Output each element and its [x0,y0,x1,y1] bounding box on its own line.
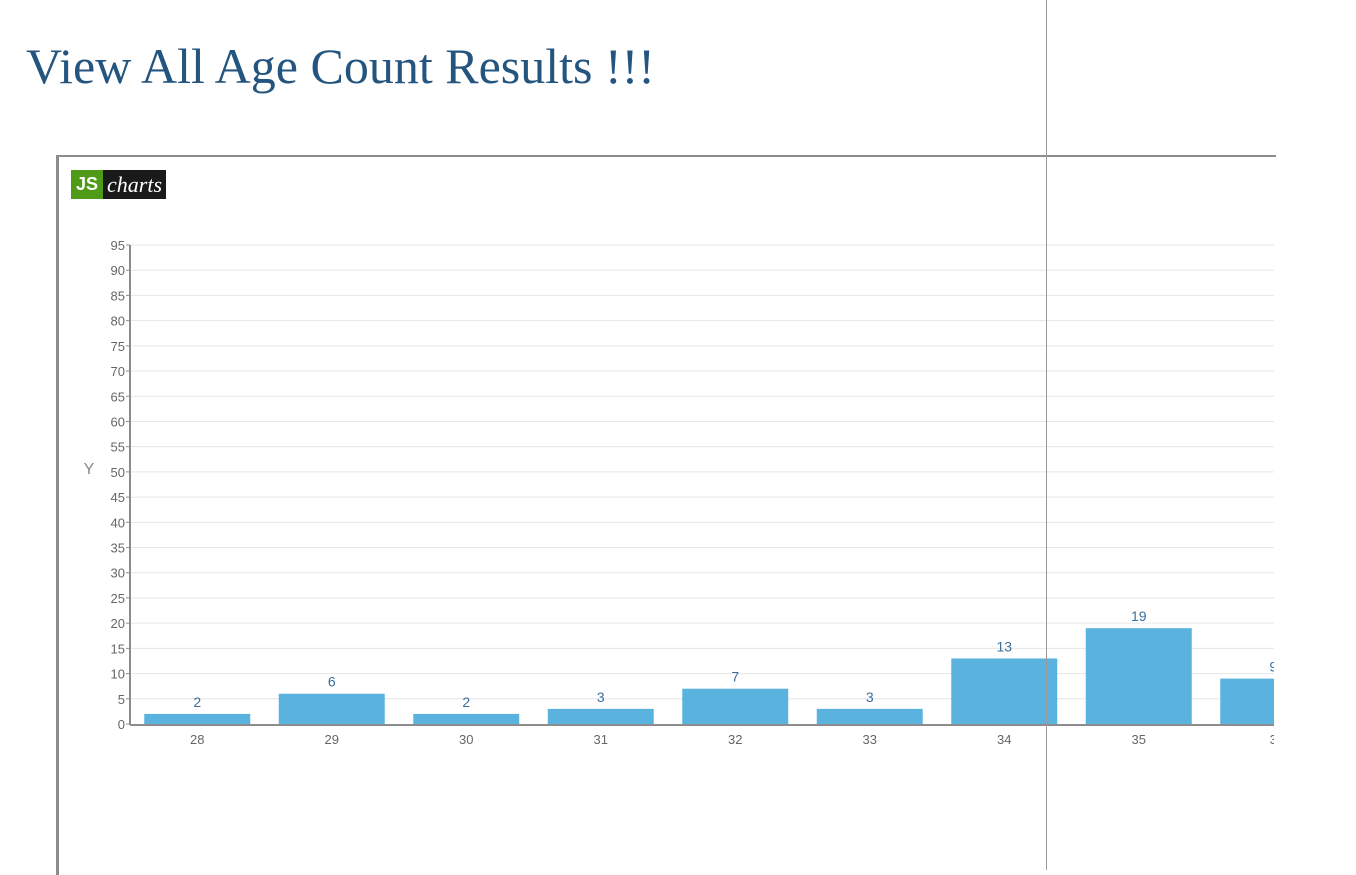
y-tick-label: 55 [111,440,125,455]
logo-charts-label: charts [103,170,167,199]
y-tick-label: 35 [111,541,125,556]
y-tick-label: 65 [111,389,125,404]
bar-33 [816,708,923,724]
y-tick-label: 75 [111,339,125,354]
logo-js-label: JS [71,170,104,199]
y-tick-label: 15 [111,641,125,656]
x-tick-label: 34 [997,732,1011,747]
bar-value-label: 9 [1269,659,1277,675]
x-tick-label: 32 [728,732,742,747]
bar-32 [682,688,789,724]
jscharts-logo: JS charts [71,170,167,199]
bar-3 [1220,678,1274,724]
x-tick-label: 3 [1270,732,1277,747]
chart-container [56,155,1276,875]
x-tick-label: 31 [594,732,608,747]
bar-35 [1085,628,1192,724]
y-tick-label: 40 [111,515,125,530]
y-tick-label: 25 [111,591,125,606]
vertical-guide-line [1046,0,1047,870]
y-tick-label: 30 [111,566,125,581]
y-tick-label: 85 [111,288,125,303]
bar-34 [951,658,1058,724]
y-tick-label: 10 [111,667,125,682]
bar-value-label: 2 [193,694,201,710]
y-tick-label: 45 [111,490,125,505]
y-tick-label: 70 [111,364,125,379]
bar-value-label: 19 [1131,608,1147,624]
bar-value-label: 13 [996,638,1012,654]
bar-value-label: 2 [462,694,470,710]
x-tick-label: 33 [863,732,877,747]
y-tick-label: 20 [111,616,125,631]
y-tick-label: 0 [118,717,125,732]
bar-29 [278,693,385,724]
x-tick-label: 28 [190,732,204,747]
x-tick-label: 30 [459,732,473,747]
x-tick-label: 35 [1132,732,1146,747]
page-title: View All Age Count Results !!! [26,38,655,94]
x-tick-label: 29 [325,732,339,747]
bar-30 [413,713,520,724]
y-tick-label: 60 [111,414,125,429]
bar-28 [144,713,251,724]
bar-value-label: 7 [731,669,739,685]
y-tick-label: 5 [118,692,125,707]
y-tick-label: 95 [111,238,125,253]
bar-value-label: 3 [597,689,605,705]
bar-value-label: 3 [866,689,874,705]
bar-value-label: 6 [328,674,336,690]
y-axis-label: Y [84,461,95,478]
y-tick-label: 90 [111,263,125,278]
y-tick-label: 80 [111,314,125,329]
y-tick-label: 50 [111,465,125,480]
bar-31 [547,708,654,724]
